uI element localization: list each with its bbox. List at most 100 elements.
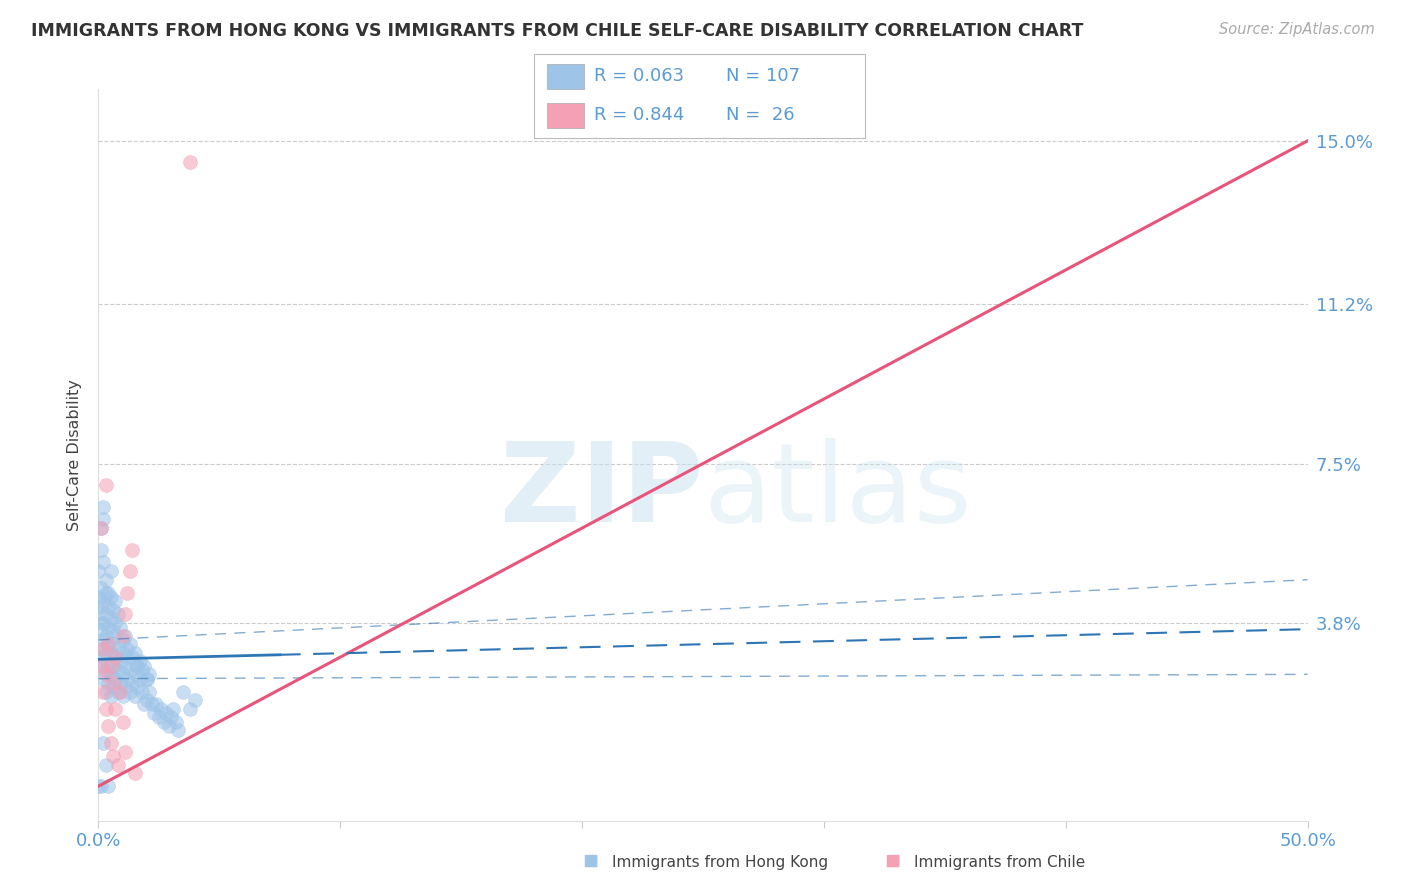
Point: [100, 667, 122, 681]
Point: [94, 646, 117, 660]
Point: [127, 658, 149, 673]
Point: [97, 599, 120, 613]
Point: [124, 689, 146, 703]
Point: [104, 672, 127, 686]
Point: [111, 689, 134, 703]
Point: [117, 650, 139, 665]
Point: [128, 672, 150, 686]
Point: [131, 684, 153, 698]
Point: [117, 585, 139, 599]
Point: [162, 702, 184, 716]
Point: [94, 702, 117, 716]
Point: [127, 658, 149, 673]
Point: [124, 766, 146, 780]
Text: ◼: ◼: [582, 851, 599, 870]
Text: N = 107: N = 107: [725, 68, 800, 86]
Point: [138, 667, 160, 681]
Point: [87, 607, 110, 621]
Point: [107, 641, 129, 656]
Point: [94, 629, 117, 643]
Point: [152, 714, 174, 729]
Point: [87, 590, 110, 604]
Point: [138, 684, 160, 698]
Point: [134, 658, 156, 673]
Point: [167, 723, 190, 738]
Point: [135, 672, 157, 686]
Point: [90, 624, 112, 639]
Text: Immigrants from Chile: Immigrants from Chile: [914, 855, 1085, 870]
Point: [91, 672, 114, 686]
Point: [104, 615, 127, 630]
Point: [101, 749, 124, 764]
Point: [100, 736, 122, 750]
Point: [101, 676, 124, 690]
Point: [121, 542, 143, 557]
Point: [114, 680, 136, 694]
Text: IMMIGRANTS FROM HONG KONG VS IMMIGRANTS FROM CHILE SELF-CARE DISABILITY CORRELAT: IMMIGRANTS FROM HONG KONG VS IMMIGRANTS …: [31, 22, 1083, 40]
Point: [94, 607, 117, 621]
Point: [91, 632, 114, 647]
Point: [91, 641, 114, 656]
Point: [94, 585, 117, 599]
Point: [91, 594, 114, 608]
Point: [104, 629, 127, 643]
Point: [91, 736, 114, 750]
Point: [114, 607, 136, 621]
Point: [179, 702, 201, 716]
Point: [101, 658, 124, 673]
Point: [118, 684, 141, 698]
Point: [141, 698, 163, 712]
Point: [91, 615, 114, 630]
Point: [114, 745, 136, 759]
Point: [148, 710, 170, 724]
Point: [117, 641, 139, 656]
Point: [87, 564, 110, 578]
Point: [104, 650, 127, 665]
Point: [143, 706, 166, 720]
Point: [100, 590, 122, 604]
Text: Source: ZipAtlas.com: Source: ZipAtlas.com: [1219, 22, 1375, 37]
Point: [94, 478, 117, 492]
Point: [121, 650, 143, 665]
Point: [91, 684, 114, 698]
Point: [94, 663, 117, 677]
Point: [90, 658, 112, 673]
Point: [97, 585, 120, 599]
Point: [165, 714, 187, 729]
Point: [90, 641, 112, 656]
Point: [101, 680, 124, 694]
Point: [127, 680, 149, 694]
Point: [128, 655, 150, 669]
Point: [107, 663, 129, 677]
Point: [90, 521, 112, 535]
Point: [108, 684, 131, 698]
FancyBboxPatch shape: [547, 103, 583, 128]
Point: [90, 582, 112, 596]
Point: [108, 620, 131, 634]
Text: N =  26: N = 26: [725, 106, 794, 124]
Y-axis label: Self-Care Disability: Self-Care Disability: [67, 379, 83, 531]
Point: [91, 650, 114, 665]
Point: [160, 710, 183, 724]
Point: [97, 637, 120, 651]
Point: [155, 706, 177, 720]
Point: [94, 667, 117, 681]
Point: [100, 689, 122, 703]
Point: [91, 512, 114, 526]
Point: [157, 719, 180, 733]
Point: [97, 676, 120, 690]
Point: [111, 646, 134, 660]
Point: [104, 650, 127, 665]
Point: [111, 632, 134, 647]
Point: [90, 658, 112, 673]
Point: [114, 658, 136, 673]
Point: [90, 521, 112, 535]
Text: Immigrants from Hong Kong: Immigrants from Hong Kong: [612, 855, 828, 870]
Point: [91, 500, 114, 514]
Point: [121, 676, 143, 690]
Point: [117, 672, 139, 686]
Point: [134, 698, 156, 712]
Text: R = 0.844: R = 0.844: [593, 106, 685, 124]
Point: [118, 564, 141, 578]
Text: R = 0.063: R = 0.063: [593, 68, 683, 86]
